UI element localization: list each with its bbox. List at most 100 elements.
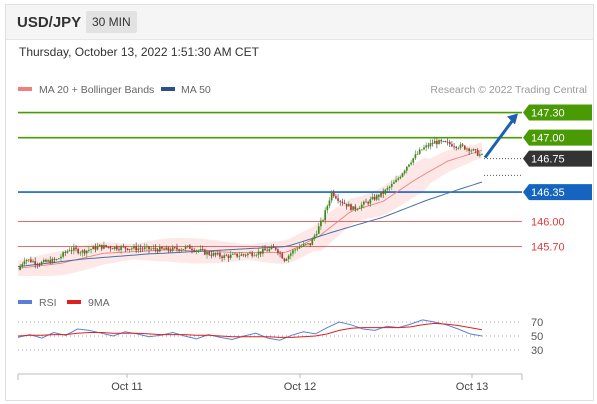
candle-body — [118, 249, 120, 251]
candle-body — [468, 148, 470, 152]
candle-body — [386, 187, 389, 190]
candle-body — [309, 243, 312, 246]
candle-body — [272, 246, 275, 248]
candle-body — [403, 170, 406, 174]
candle-body — [335, 196, 337, 199]
candle-body — [122, 246, 125, 248]
candle-body — [124, 246, 127, 249]
candle-body — [440, 140, 443, 142]
candle-body — [231, 253, 234, 255]
candle-body — [453, 146, 455, 148]
candle-body — [262, 248, 264, 254]
candle-body — [204, 249, 206, 255]
candle-body — [96, 246, 99, 250]
level-label-4: 146.00 — [531, 216, 565, 228]
candle-body — [279, 253, 281, 254]
candle-body — [186, 245, 189, 247]
candle-body — [257, 251, 260, 255]
candle-body — [478, 154, 481, 156]
candle-body — [115, 246, 118, 250]
candle-body — [60, 256, 62, 259]
candle-body — [362, 201, 365, 205]
candle-body — [270, 246, 273, 250]
time-label-1: Oct 12 — [284, 381, 316, 393]
candle-body — [423, 147, 425, 150]
candle-body — [401, 173, 404, 177]
candle-body — [81, 250, 84, 253]
interval-badge[interactable]: 30 MIN — [86, 11, 137, 33]
time-label-0: Oct 11 — [111, 381, 143, 393]
candle-body — [246, 253, 249, 256]
candle-body — [113, 246, 116, 249]
candle-body — [27, 259, 30, 261]
candle-body — [195, 250, 198, 252]
candle-body — [410, 162, 412, 165]
level-lines-layer — [18, 111, 522, 247]
candle-body — [21, 263, 24, 267]
candle-body — [466, 148, 468, 150]
candle-body — [463, 145, 466, 150]
candle-body — [296, 248, 299, 250]
candle-body — [304, 243, 307, 245]
candle-body — [315, 233, 318, 236]
candle-body — [146, 246, 148, 248]
ma9-legend-swatch — [67, 300, 81, 304]
candle-body — [88, 249, 90, 251]
candle-body — [38, 264, 41, 266]
candle-body — [356, 208, 359, 210]
ma20-legend-swatch — [18, 87, 32, 91]
candle-body — [227, 255, 230, 258]
candle-body — [283, 258, 286, 261]
rsi-tick-30: 30 — [531, 345, 543, 357]
candle-body — [47, 260, 49, 262]
candle-body — [393, 182, 395, 184]
level-tag-text-1: 147.00 — [531, 133, 565, 145]
candle-body — [109, 246, 112, 249]
candle-body — [395, 179, 397, 183]
candle-body — [358, 207, 361, 209]
candle-body — [98, 244, 101, 247]
candle-body — [442, 141, 445, 142]
candle-body — [197, 250, 200, 252]
candle-body — [339, 200, 342, 202]
candle-body — [317, 226, 320, 234]
candle-body — [373, 196, 376, 200]
candle-body — [420, 149, 423, 151]
ma50-legend-swatch — [161, 87, 175, 91]
candle-body — [83, 250, 86, 254]
candle-body — [382, 191, 385, 194]
candle-body — [139, 248, 142, 250]
candle-body — [72, 247, 75, 251]
candle-body — [350, 204, 352, 210]
candle-body — [345, 203, 348, 207]
candle-body — [378, 195, 380, 197]
candle-body — [451, 144, 453, 147]
candle-body — [201, 249, 204, 250]
candle-body — [418, 149, 421, 154]
candle-body — [347, 204, 350, 207]
candle-body — [156, 249, 159, 252]
level-label-5: 145.70 — [531, 242, 565, 254]
candle-body — [251, 252, 254, 256]
candle-body — [287, 255, 290, 260]
candle-body — [427, 145, 430, 147]
candle-body — [234, 253, 236, 255]
candle-body — [425, 145, 428, 148]
candle-body — [45, 259, 47, 262]
candle-body — [390, 183, 393, 187]
candle-body — [130, 248, 133, 250]
time-label-2: Oct 13 — [456, 381, 488, 393]
rsi-tick-50: 50 — [531, 331, 543, 343]
candle-body — [19, 266, 22, 270]
candle-body — [367, 202, 370, 204]
candle-body — [36, 264, 39, 266]
candle-body — [57, 258, 60, 260]
candles-layer — [19, 113, 518, 271]
candle-body — [137, 248, 140, 251]
candle-body — [457, 147, 460, 149]
candle-body — [240, 254, 243, 256]
credit-text: Research © 2022 Trading Central — [430, 84, 587, 96]
level-tag-text-2: 146.75 — [531, 154, 565, 166]
candle-body — [472, 149, 475, 151]
level-tag-text-0: 147.30 — [531, 108, 565, 120]
